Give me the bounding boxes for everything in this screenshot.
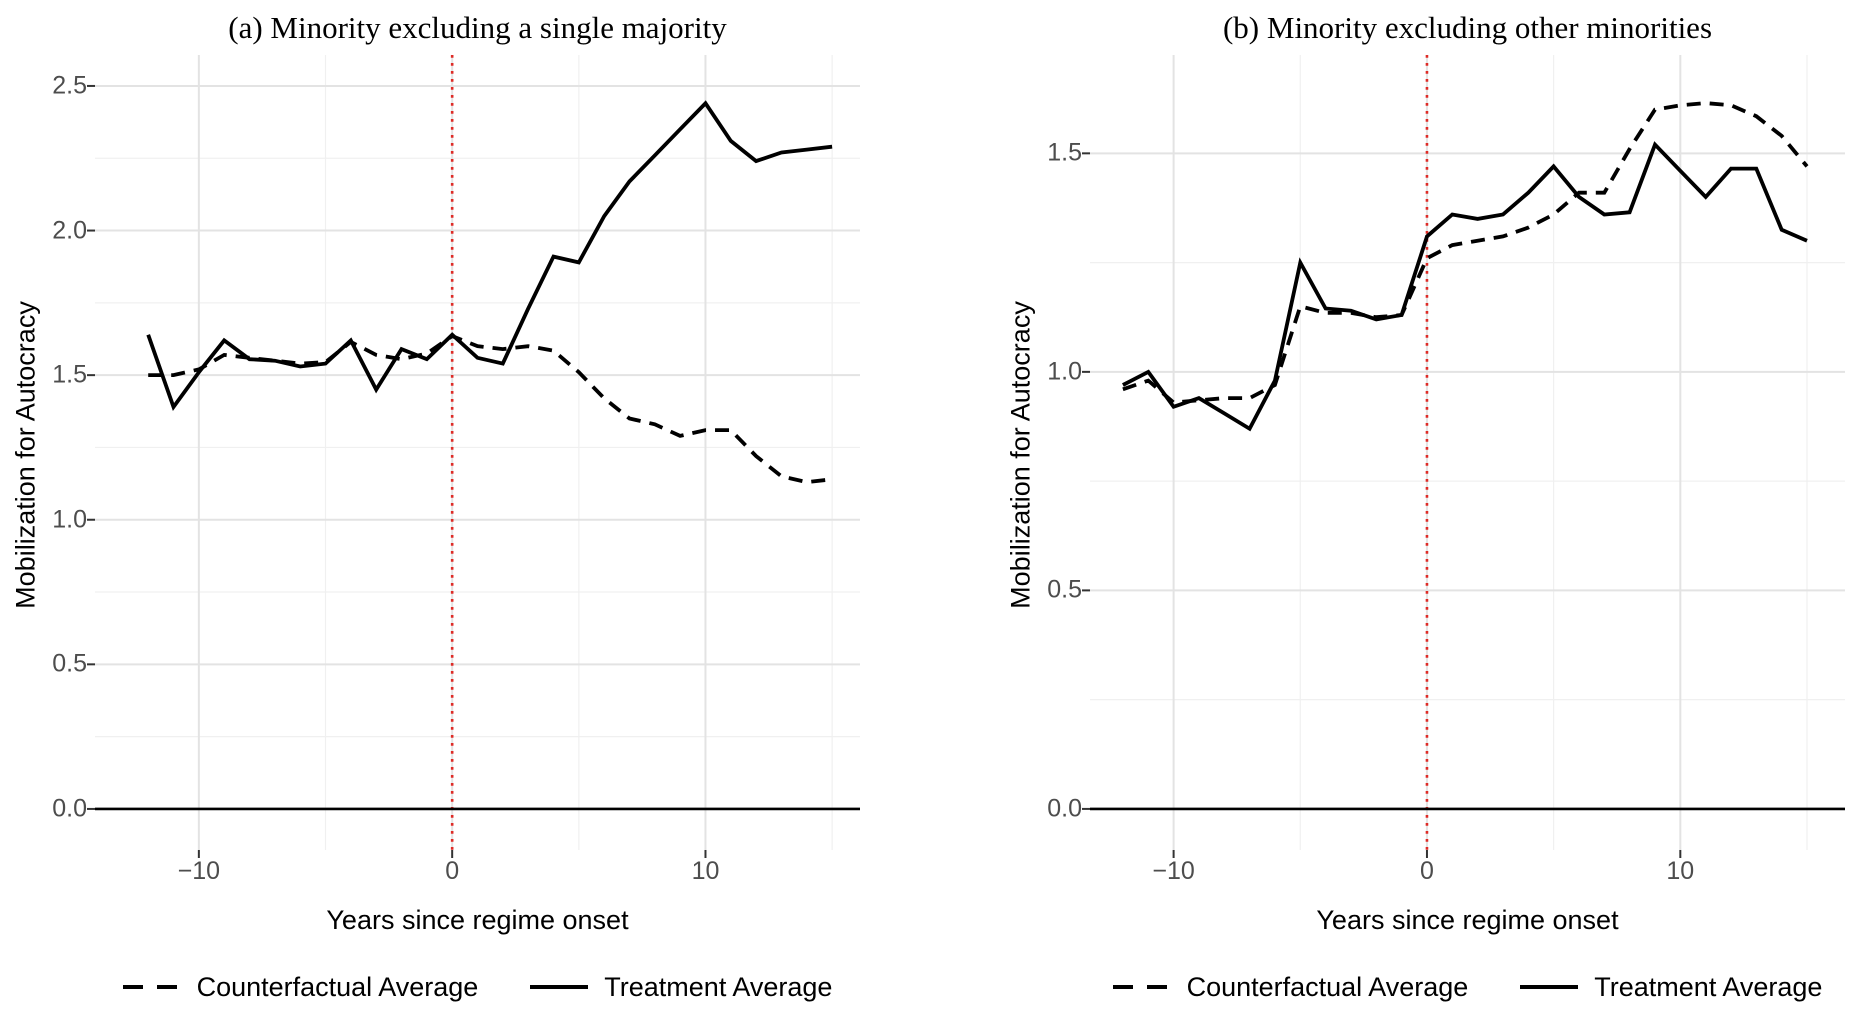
y-tick-label-a: 0.0 xyxy=(52,794,87,823)
legend-item-counterfactual: Counterfactual Average xyxy=(122,971,479,1003)
panel-a-legend: Counterfactual Average Treatment Average xyxy=(95,966,860,1008)
panel-b-title: (b) Minority excluding other minorities xyxy=(1222,10,1713,45)
panel-b-y-axis-title: Mobilization for Autocracy xyxy=(1005,301,1036,609)
x-tick-label-b: 10 xyxy=(1666,857,1695,885)
y-tick-label-a: 0.5 xyxy=(52,649,87,678)
legend-label-counterfactual: Counterfactual Average xyxy=(1186,971,1469,1002)
y-tick-label-b: 1.0 xyxy=(1047,357,1082,386)
x-tick-label-a: −10 xyxy=(177,857,221,885)
panel-a-x-axis-title: Years since regime onset xyxy=(326,905,629,935)
dashed-line-key-icon xyxy=(1112,985,1171,989)
solid-line-key-icon xyxy=(530,985,589,989)
legend-label-treatment: Treatment Average xyxy=(604,971,833,1002)
counterfactual-line-b xyxy=(1122,101,1809,405)
legend-label-treatment: Treatment Average xyxy=(1594,971,1823,1002)
y-tick-label-b: 1.5 xyxy=(1047,138,1082,167)
legend-label-counterfactual: Counterfactual Average xyxy=(196,971,479,1002)
treatment-line-b xyxy=(1122,141,1808,432)
panel-b-legend: Counterfactual Average Treatment Average xyxy=(1090,966,1845,1008)
y-tick-label-a: 2.5 xyxy=(52,71,87,100)
y-tick-label-a: 1.0 xyxy=(52,505,87,534)
legend-item-treatment: Treatment Average xyxy=(1520,972,1822,1003)
x-tick-label-b: 0 xyxy=(1420,857,1434,885)
y-tick-label-b: 0.5 xyxy=(1047,575,1082,604)
treatment-line-a xyxy=(146,100,833,412)
y-tick-label-b: 0.0 xyxy=(1047,794,1082,823)
x-tick-label-b: −10 xyxy=(1152,857,1195,885)
panel-a-title: (a) Minority excluding a single majority xyxy=(228,10,727,45)
x-tick-label-a: 0 xyxy=(445,857,460,885)
y-tick-label-a: 2.0 xyxy=(52,216,87,245)
solid-line-key-icon xyxy=(1520,985,1579,989)
x-tick-label-a: 10 xyxy=(691,857,720,885)
y-tick-label-a: 1.5 xyxy=(52,360,87,389)
legend-item-counterfactual: Counterfactual Average xyxy=(1112,971,1469,1003)
panel-a-y-axis-title: Mobilization for Autocracy xyxy=(10,301,41,609)
dashed-line-key-icon xyxy=(122,985,181,989)
panel-b-x-axis-title: Years since regime onset xyxy=(1316,905,1619,935)
legend-item-treatment: Treatment Average xyxy=(530,972,832,1003)
